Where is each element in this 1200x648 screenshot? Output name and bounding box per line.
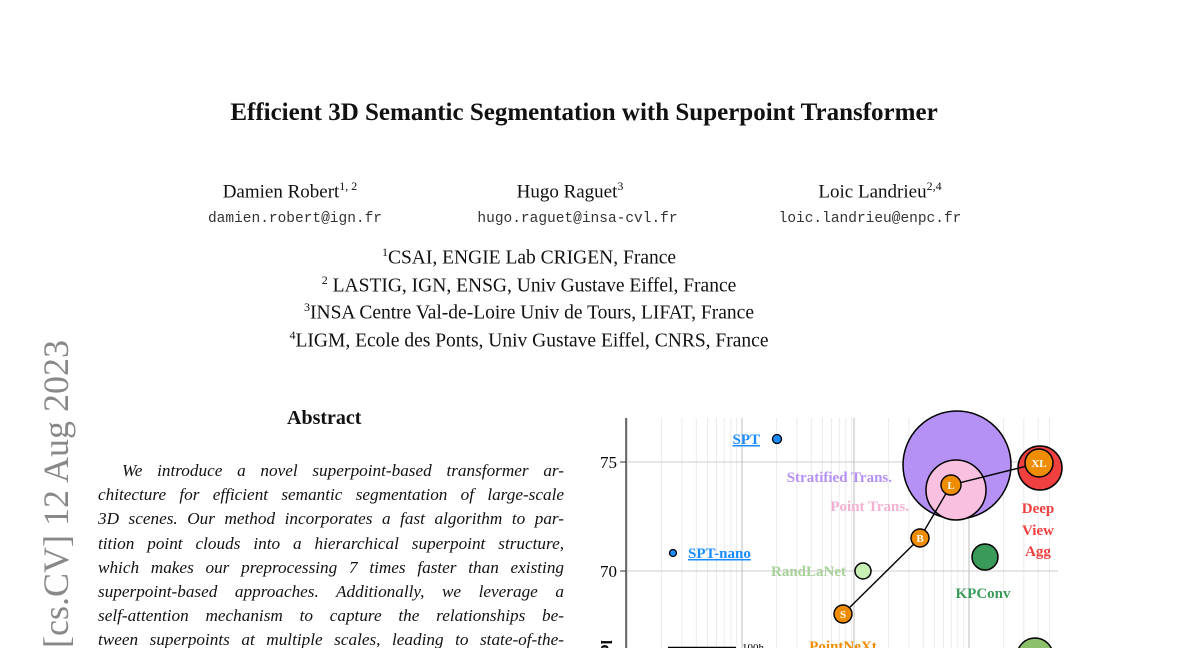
abstract-line: which makes our preprocessing 7 times fa… — [98, 557, 564, 577]
author-email[interactable]: hugo.raguet@insa-cvl.fr — [477, 211, 678, 227]
y-axis-label: ld — [597, 640, 614, 648]
author-sup: 1, 2 — [339, 179, 358, 193]
marker-label: S — [840, 609, 846, 621]
pointnext-xl — [1024, 448, 1054, 478]
label-spt: SPT — [732, 432, 760, 448]
author-name: Damien Robert — [222, 181, 340, 203]
author-email[interactable]: damien.robert@ign.fr — [207, 211, 383, 227]
y-tick-label: 70 — [600, 562, 617, 581]
pointnext-b — [910, 528, 930, 548]
aff-sup: 3 — [304, 300, 311, 314]
aff-text: CSAI, ENGIE Lab CRIGEN, France — [387, 247, 677, 269]
size-legend-label: 100h — [742, 642, 765, 648]
author-name: Hugo Raguet — [516, 181, 618, 203]
point-partial — [1018, 637, 1052, 648]
label-pointnext: PointNeXt — [809, 639, 877, 648]
label-spt-nano: SPT-nano — [688, 546, 751, 562]
author-2: Hugo Raguet3 — [470, 179, 670, 203]
aff-sup: 2 — [321, 273, 328, 287]
aff-text: INSA Centre Val-de-Loire Univ de Tours, … — [310, 302, 754, 324]
point-spt-nano — [668, 548, 678, 558]
pointnext-s — [833, 604, 853, 624]
abstract-line: self-attention mechanism to capture the … — [98, 606, 564, 626]
label-dva: Agg — [1025, 544, 1051, 560]
abstract-line: superpoint-based approaches. Additionall… — [98, 582, 564, 602]
abstract-line: 3D scenes. Our method incorporates a fas… — [98, 509, 564, 529]
point-kpconv — [971, 543, 999, 571]
label-kpconv: KPConv — [955, 586, 1011, 602]
marker-label: B — [916, 533, 924, 545]
author-name: Loic Landrieu — [818, 181, 927, 203]
affiliation: 3INSA Centre Val-de-Loire Univ de Tours,… — [0, 300, 1058, 325]
author-1: Damien Robert1, 2 — [180, 179, 400, 203]
point-randlanet — [854, 562, 872, 580]
abstract-line: chitecture for efficient semantic segmen… — [98, 485, 564, 505]
abstract-line: tition point clouds into a hierarchical … — [98, 533, 564, 553]
abstract-line: We introduce a novel superpoint-based tr… — [122, 461, 564, 480]
aff-sup: 4 — [289, 328, 296, 342]
marker-label: XL — [1031, 458, 1046, 470]
label-dva: Deep — [1022, 501, 1055, 517]
paper-title: Efficient 3D Semantic Segmentation with … — [230, 99, 938, 126]
pointnext-l — [940, 474, 962, 496]
label-stratified: Stratified Trans. — [787, 470, 893, 486]
abstract-body: We introduce a novel superpoint-based tr… — [98, 459, 564, 648]
aff-sup: 1 — [381, 245, 388, 259]
affiliation: 4LIGM, Ecole des Ponts, Univ Gustave Eif… — [0, 328, 1058, 353]
author-3: Loic Landrieu2,4 — [760, 179, 1000, 203]
abstract-line: tween superpoints at multiple scales, le… — [98, 630, 564, 648]
label-point-trans: Point Trans. — [830, 499, 909, 515]
affiliation: 1CSAI, ENGIE Lab CRIGEN, France — [0, 245, 1058, 270]
affiliation: 2 LASTIG, IGN, ENSG, Univ Gustave Eiffel… — [0, 273, 1058, 298]
point-spt — [771, 433, 783, 445]
abstract-heading: Abstract — [287, 407, 362, 429]
marker-label: L — [947, 480, 954, 492]
y-tick-label: 75 — [600, 453, 617, 472]
aff-text: LIGM, Ecole des Ponts, Univ Gustave Eiff… — [295, 330, 769, 352]
label-dva: View — [1022, 523, 1054, 539]
label-randlanet: RandLaNet — [771, 564, 846, 580]
author-email[interactable]: loic.landrieu@enpc.fr — [778, 211, 962, 227]
author-sup: 3 — [617, 179, 624, 193]
author-sup: 2,4 — [926, 179, 942, 193]
pointnext-line — [842, 462, 1040, 615]
aff-text: LASTIG, IGN, ENSG, Univ Gustave Eiffel, … — [327, 275, 737, 297]
